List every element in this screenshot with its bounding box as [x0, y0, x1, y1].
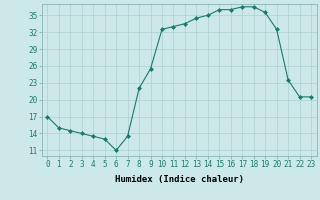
- X-axis label: Humidex (Indice chaleur): Humidex (Indice chaleur): [115, 175, 244, 184]
